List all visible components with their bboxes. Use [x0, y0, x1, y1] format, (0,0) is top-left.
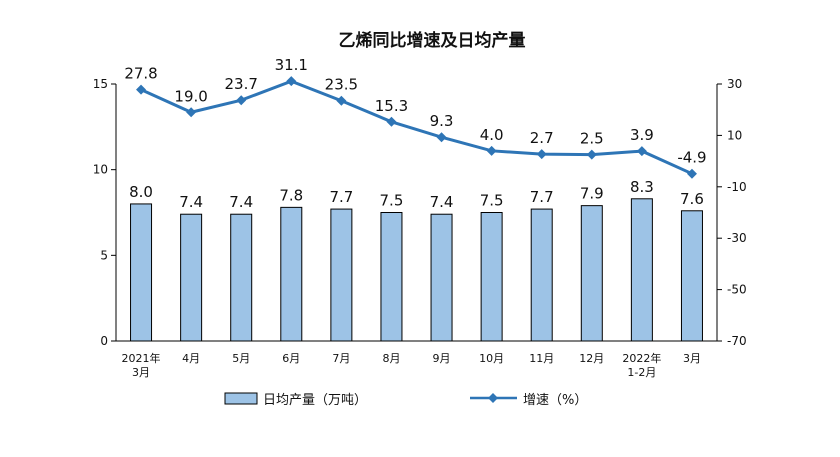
line-point	[136, 84, 147, 95]
line-series	[136, 76, 697, 179]
line-value-label: 23.5	[325, 76, 358, 94]
line-point	[236, 95, 247, 106]
x-axis-tick-label: 7月	[332, 352, 350, 365]
bar-value-label: 7.6	[680, 190, 704, 208]
bar	[130, 203, 153, 342]
legend-line-label: 增速（%）	[523, 393, 587, 408]
bar	[680, 210, 703, 342]
legend-bar-swatch	[224, 392, 258, 405]
bar-value-label: 7.5	[480, 192, 504, 210]
bar	[630, 198, 653, 342]
bar-value-label: 8.0	[129, 183, 153, 201]
line-value-label: 3.9	[630, 126, 654, 144]
line-labels: 27.8 19.0 23.7 31.1 23.5 15.3 9.3 4.0 2.7 2.5 3.9 -…	[124, 56, 706, 167]
x-axis-tick-label: 3月	[683, 352, 701, 365]
bar-value-label: 7.5	[380, 192, 404, 210]
bar-value-label: 7.8	[279, 186, 303, 204]
line-value-label: 9.3	[430, 112, 454, 130]
right-axis-tick-label: -30	[727, 231, 747, 245]
bar-value-label: 8.3	[630, 178, 654, 196]
line-value-label: 23.7	[225, 75, 258, 93]
line-point	[586, 149, 597, 160]
x-axis-tick-label: 2022年 1-2月	[622, 351, 661, 379]
x-axis-tick-label: 6月	[282, 352, 300, 365]
bar	[280, 206, 303, 342]
x-axis-tick-label: 8月	[382, 352, 400, 365]
x-axis-tick-label: 4月	[182, 352, 200, 365]
line-point	[486, 145, 497, 156]
line-point	[386, 116, 397, 127]
bar-labels: 8.0 7.4 7.4 7.8 7.7 7.5 7.4 7.5 7.7 7.9 8.3 7.6	[129, 178, 704, 211]
left-axis-tick-label: 10	[93, 163, 108, 177]
left-axis-tick-label: 5	[100, 248, 108, 262]
left-axis-ticks: 0 5 10 15	[93, 77, 116, 348]
right-axis-tick-label: -10	[727, 180, 747, 194]
line-point	[286, 76, 297, 87]
bar	[480, 212, 503, 342]
bar-value-label: 7.9	[580, 185, 604, 203]
bar	[380, 212, 403, 342]
line-point	[186, 107, 197, 118]
bar	[330, 208, 353, 342]
bar	[430, 213, 453, 342]
left-axis-tick-label: 0	[100, 334, 108, 348]
bar	[530, 208, 553, 342]
bar-series	[130, 198, 703, 342]
legend: 日均产量（万吨） 增速（%）	[224, 392, 587, 408]
right-axis-ticks: 30 10 -10 -30 -50 -70	[717, 77, 747, 348]
legend-line-marker	[488, 393, 498, 403]
x-axis-tick-label: 2021年 3月	[122, 351, 161, 379]
line-value-label: 2.7	[530, 129, 554, 147]
line-point	[636, 146, 647, 157]
bar-value-label: 7.4	[179, 193, 203, 211]
bar-value-label: 7.4	[229, 193, 253, 211]
left-axis-tick-label: 15	[93, 77, 108, 91]
line-value-label: 4.0	[480, 126, 504, 144]
bar-value-label: 7.7	[530, 188, 554, 206]
chart-title: 乙烯同比增速及日均产量	[339, 30, 526, 51]
right-axis-tick-label: 30	[727, 77, 742, 91]
right-axis-tick-label: -50	[727, 283, 747, 297]
line-value-label: 27.8	[124, 65, 157, 83]
x-axis-tick-label: 11月	[529, 352, 554, 365]
line-point	[536, 149, 547, 160]
line-value-label: 31.1	[275, 56, 308, 74]
line-value-label: 2.5	[580, 130, 604, 148]
bar-value-label: 7.7	[329, 188, 353, 206]
line-point	[436, 132, 447, 143]
x-axis-tick-label: 12月	[579, 352, 604, 365]
bar	[230, 213, 253, 342]
line-point	[686, 168, 697, 179]
x-axis-tick-label: 10月	[479, 352, 504, 365]
line-value-label: 19.0	[174, 87, 207, 105]
x-axis-tick-label: 5月	[232, 352, 250, 365]
legend-bar-label: 日均产量（万吨）	[263, 393, 367, 408]
growth-line	[140, 79, 693, 176]
bar-value-label: 7.4	[430, 193, 454, 211]
line-value-label: -4.9	[677, 149, 706, 167]
x-axis-ticks: 2021年 3月 4月 5月 6月 7月 8月 9月 10月 11月 12月 2022年 1-2月 3月	[122, 351, 701, 379]
line-value-label: 15.3	[375, 97, 408, 115]
x-axis-tick-label: 9月	[433, 352, 451, 365]
bar	[580, 205, 603, 342]
bar	[180, 213, 203, 342]
right-axis-tick-label: 10	[727, 128, 742, 142]
line-point	[336, 95, 347, 106]
right-axis-tick-label: -70	[727, 334, 747, 348]
